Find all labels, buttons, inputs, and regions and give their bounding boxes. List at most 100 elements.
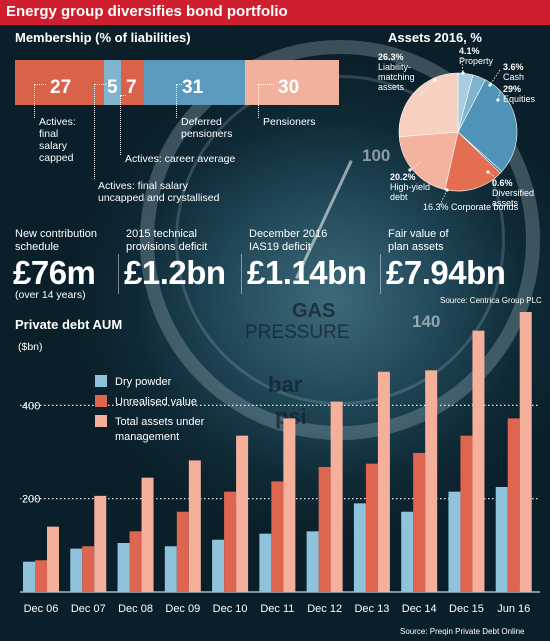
pie-leader-dot: [461, 71, 465, 75]
bar-total-assets-under-management-jun-16: [519, 312, 532, 592]
membership-value-career: 7: [126, 77, 137, 98]
bar-unrealised-value-jun-16: [507, 418, 520, 592]
membership-label-career: Actives: career average: [125, 153, 236, 165]
bar-unrealised-value-dec-09: [176, 511, 189, 592]
bar-dry-powder-dec-09: [164, 546, 177, 592]
bar-total-assets-under-management-dec-09: [188, 460, 201, 592]
source-preqin: Source: Preqin Private Debt Online: [400, 627, 525, 636]
x-tick-label: Dec 11: [260, 603, 294, 615]
pie-label-corporate: 16.3% Corporate bonds: [423, 202, 519, 212]
leader-pensioners-h: [258, 84, 274, 85]
legend-label: management: [115, 431, 179, 443]
bar-dry-powder-jun-16: [495, 487, 508, 592]
pie-slice-liability-matching-assets: [398, 72, 459, 138]
legend-swatch: [95, 375, 107, 387]
bar-dry-powder-dec-10: [212, 539, 225, 592]
x-tick-label: Jun 16: [497, 603, 530, 615]
stat-value-fairvalue: £7.94bn: [386, 254, 506, 291]
stat-value-technical: £1.2bn: [124, 254, 226, 291]
gauge-bar-text: bar: [268, 372, 303, 397]
assets-pie-chart: [398, 57, 518, 206]
membership-value-capped: 27: [50, 77, 72, 98]
leader-career-v: [120, 95, 121, 155]
x-tick-label: Dec 15: [449, 603, 484, 615]
x-tick-label: Dec 10: [213, 603, 248, 615]
pie-leader-line: [461, 57, 464, 74]
bar-dry-powder-dec-06: [23, 561, 35, 592]
source-centrica: Source: Centrica Group PLC: [440, 296, 542, 305]
pie-leader-dot: [445, 188, 449, 192]
legend-swatch: [95, 395, 107, 407]
bar-unrealised-value-dec-07: [82, 546, 95, 592]
legend-swatch: [95, 415, 107, 427]
bar-unrealised-value-dec-06: [35, 560, 47, 592]
bar-total-assets-under-management-dec-11: [283, 418, 296, 592]
chart-title: Private debt AUM: [15, 317, 123, 332]
gauge-100-text: 100: [362, 146, 391, 165]
bar-dry-powder-dec-15: [448, 491, 461, 592]
leader-capped-h: [34, 84, 46, 85]
bar-dry-powder-dec-13: [353, 503, 366, 592]
stat-value-ias19: £1.14bn: [247, 254, 367, 291]
membership-value-pensioners: 30: [278, 77, 300, 98]
bar-total-assets-under-management-dec-14: [425, 370, 438, 592]
membership-label-pensioners: Pensioners: [263, 116, 316, 128]
pie-slice-high-yield-debt: [398, 131, 459, 190]
gauge-140-text: 140: [412, 312, 441, 331]
header-bar: Energy group diversifies bond portfolio: [0, 0, 550, 25]
bar-dry-powder-dec-11: [259, 533, 272, 592]
stat-label-ias19: December 2016 IAS19 deficit: [249, 228, 328, 253]
membership-segment-deferred: [144, 60, 245, 105]
leader-career-h: [120, 95, 126, 96]
leader-capped-v: [34, 84, 35, 118]
pie-label-diversified: 0.6% Diversified assets: [492, 178, 535, 208]
gauge-pressure-text: PRESSURE: [245, 322, 350, 343]
x-tick-label: Dec 07: [71, 603, 106, 615]
pie-leader-line: [489, 69, 501, 86]
membership-segment-pensioners: [245, 60, 339, 105]
stat-label-contribution: New contribution schedule: [15, 228, 97, 253]
membership-segment-capped: [15, 60, 104, 105]
bar-unrealised-value-dec-11: [271, 481, 284, 592]
gauge-gas-text: GAS: [292, 300, 336, 322]
pie-leader-dot: [486, 170, 490, 174]
page-title: Energy group diversifies bond portfolio: [6, 3, 288, 20]
bar-dry-powder-dec-08: [117, 543, 130, 592]
x-tick-label: Dec 08: [118, 603, 153, 615]
pie-leader-dot: [496, 98, 500, 102]
x-tick-label: Dec 13: [354, 603, 389, 615]
x-tick-label: Dec 14: [402, 603, 437, 615]
x-tick-label: Dec 09: [165, 603, 200, 615]
bar-unrealised-value-dec-13: [365, 463, 378, 592]
stat-note-contribution: (over 14 years): [15, 289, 86, 301]
bar-unrealised-value-dec-12: [318, 466, 331, 592]
membership-value-uncapped: 5: [107, 77, 118, 98]
membership-title: Membership (% of liabilities): [15, 30, 191, 45]
membership-segment-career: [121, 60, 144, 105]
pie-label-equities: 29% Equities: [503, 84, 536, 104]
bar-total-assets-under-management-dec-15: [472, 330, 485, 592]
membership-label-deferred: Deferred pensioners: [181, 116, 233, 140]
bar-total-assets-under-management-dec-07: [94, 495, 107, 592]
bar-total-assets-under-management-dec-06: [47, 526, 59, 592]
pie-leader-line: [409, 162, 421, 171]
bar-unrealised-value-dec-10: [224, 491, 237, 592]
x-tick-label: Dec 12: [307, 603, 342, 615]
chart-y-unit: ($bn): [18, 341, 43, 353]
y-tick-label: 400: [22, 400, 40, 412]
x-tick-label: Dec 06: [24, 603, 59, 615]
membership-label-uncapped: Actives: final salary uncapped and crysta…: [98, 180, 220, 204]
assets-title: Assets 2016, %: [388, 30, 482, 45]
bar-unrealised-value-dec-14: [413, 452, 426, 592]
stat-separator: [241, 254, 242, 294]
bar-dry-powder-dec-12: [306, 531, 319, 592]
leader-uncapped-h: [94, 84, 106, 85]
stat-separator: [380, 254, 381, 294]
pie-label-cash: 3.6% Cash: [503, 62, 525, 82]
pie-label-highyield: 20.2% High-yield debt: [390, 172, 431, 202]
pie-label-liability: 26.3% Liability-matching assets: [378, 52, 415, 92]
leader-uncapped-v: [94, 84, 95, 179]
leader-pensioners-v: [258, 84, 259, 118]
